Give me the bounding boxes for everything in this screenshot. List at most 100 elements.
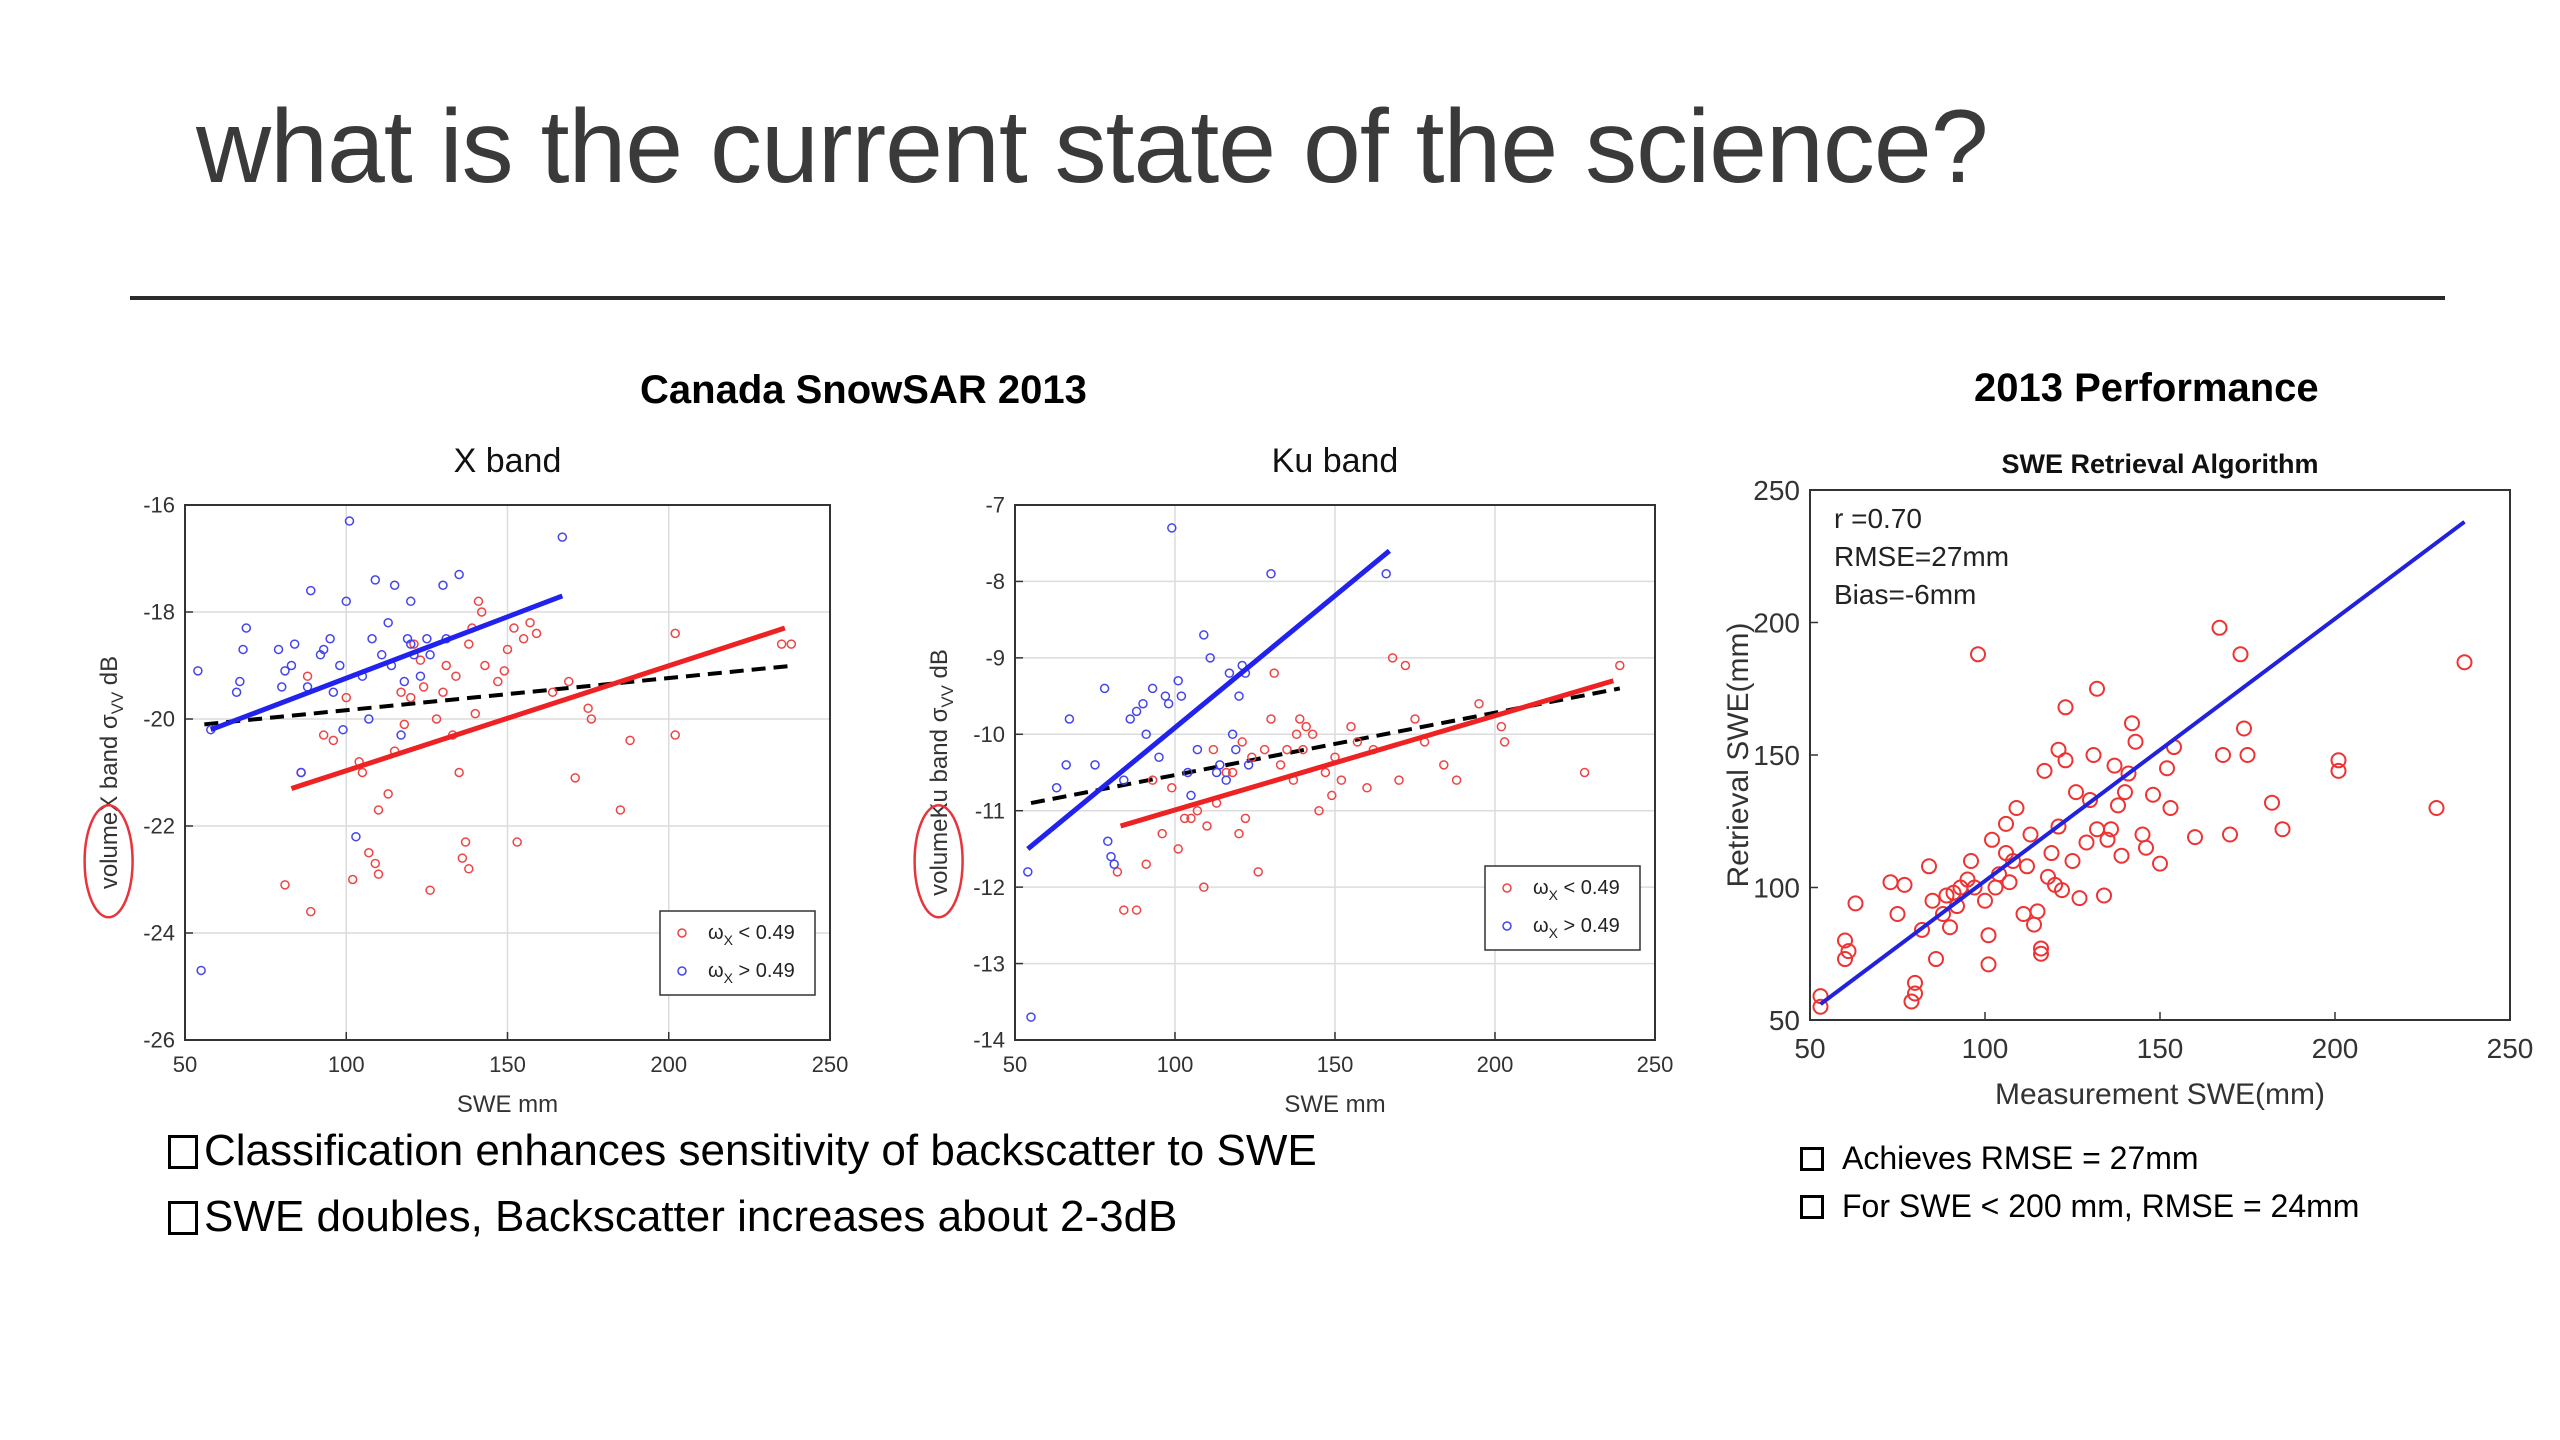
data-point xyxy=(1023,867,1033,877)
data-point xyxy=(1234,828,1244,839)
data-point xyxy=(518,634,529,644)
data-point xyxy=(373,805,384,815)
data-point xyxy=(473,596,484,607)
stat-annotation: Bias=-6mm xyxy=(1834,579,1976,610)
data-point xyxy=(1147,775,1158,785)
data-point xyxy=(1112,867,1123,877)
data-point xyxy=(464,639,474,649)
x-tick-label: 100 xyxy=(1157,1052,1194,1077)
data-point xyxy=(2054,882,2070,899)
data-point xyxy=(1240,813,1251,824)
data-point xyxy=(786,639,797,649)
y-tick-label: 250 xyxy=(1753,475,1800,506)
data-point xyxy=(338,724,348,735)
data-point xyxy=(1847,895,1864,912)
data-point xyxy=(2089,680,2105,697)
x-tick-label: 200 xyxy=(2312,1033,2359,1064)
data-point xyxy=(493,676,503,687)
data-point xyxy=(1579,767,1590,778)
data-point xyxy=(2428,800,2445,816)
data-point xyxy=(670,628,680,639)
data-point xyxy=(2330,752,2347,769)
data-point xyxy=(1394,775,1404,785)
data-point xyxy=(1119,775,1129,785)
bullet-text: Classification enhances sensitivity of b… xyxy=(204,1126,1317,1175)
data-point xyxy=(2043,845,2060,862)
data-point xyxy=(306,585,316,596)
data-point xyxy=(1963,853,1979,869)
data-point xyxy=(1186,790,1196,801)
data-point xyxy=(344,516,355,526)
data-point xyxy=(280,666,290,676)
data-point xyxy=(1234,691,1244,701)
data-point xyxy=(2085,747,2102,763)
y-tick-label: -16 xyxy=(143,493,175,518)
x-tick-label: 150 xyxy=(2137,1033,2184,1064)
data-point xyxy=(1314,805,1324,816)
data-point xyxy=(2064,853,2081,869)
data-point xyxy=(277,682,287,692)
y-tick-label: -11 xyxy=(975,798,1005,823)
data-point xyxy=(1266,569,1276,579)
data-point xyxy=(347,874,358,885)
data-point xyxy=(1327,790,1337,801)
data-point xyxy=(302,671,313,681)
data-point xyxy=(328,687,339,697)
data-point xyxy=(1224,668,1235,678)
data-point xyxy=(1269,668,1279,678)
y-tick-label: -7 xyxy=(985,493,1005,518)
data-point xyxy=(1131,905,1142,915)
data-point xyxy=(509,623,519,633)
y-tick-label: -12 xyxy=(973,875,1005,900)
data-point xyxy=(457,853,468,863)
series-trend-line xyxy=(209,593,564,733)
data-point xyxy=(438,687,448,697)
data-point xyxy=(1499,737,1510,747)
data-point xyxy=(586,714,597,724)
legend-label: ωX < 0.49 xyxy=(1533,877,1620,903)
data-point xyxy=(2187,829,2203,846)
y-axis-label: volumeX band σVV dB xyxy=(96,656,127,889)
data-point xyxy=(531,628,542,639)
x-tick-label: 50 xyxy=(173,1052,197,1077)
bullet-item: Classification enhances sensitivity of b… xyxy=(168,1126,1317,1176)
slide-title: what is the current state of the science… xyxy=(196,89,1989,205)
series-trend-line xyxy=(1026,548,1391,851)
data-point xyxy=(2145,786,2161,803)
data-point xyxy=(1615,660,1625,671)
y-tick-label: -18 xyxy=(143,600,175,625)
data-point xyxy=(238,644,248,655)
data-point xyxy=(406,692,416,703)
data-point xyxy=(318,644,329,655)
data-point xyxy=(2222,826,2238,843)
series-trend-line xyxy=(1119,678,1615,829)
data-point xyxy=(431,714,442,724)
data-point xyxy=(2036,762,2053,779)
data-point xyxy=(1026,1012,1036,1022)
data-point xyxy=(2103,821,2119,838)
data-point xyxy=(1840,943,1857,960)
data-point xyxy=(1977,892,1993,909)
data-point xyxy=(1160,691,1171,701)
data-point xyxy=(396,730,406,740)
chart-title: Ku band xyxy=(1272,442,1399,480)
data-point xyxy=(425,885,435,895)
data-point xyxy=(480,660,490,671)
data-point xyxy=(1410,714,1420,724)
y-axis-label: volumeKu band σVV dB xyxy=(926,649,957,896)
data-point xyxy=(1106,851,1116,862)
data-point xyxy=(325,634,335,644)
data-point xyxy=(2001,874,2018,891)
chart-title: SWE Retrieval Algorithm xyxy=(2001,449,2318,479)
data-point xyxy=(415,655,426,665)
y-tick-label: 50 xyxy=(1769,1005,1800,1036)
data-point xyxy=(1336,775,1347,785)
data-point xyxy=(1921,858,1937,875)
data-point xyxy=(438,580,448,590)
data-point xyxy=(1237,737,1247,747)
data-point xyxy=(2162,800,2179,816)
data-point xyxy=(1202,821,1212,831)
data-point xyxy=(570,773,580,783)
data-point xyxy=(2456,654,2473,671)
checkbox-bullet-icon xyxy=(1800,1195,1824,1219)
